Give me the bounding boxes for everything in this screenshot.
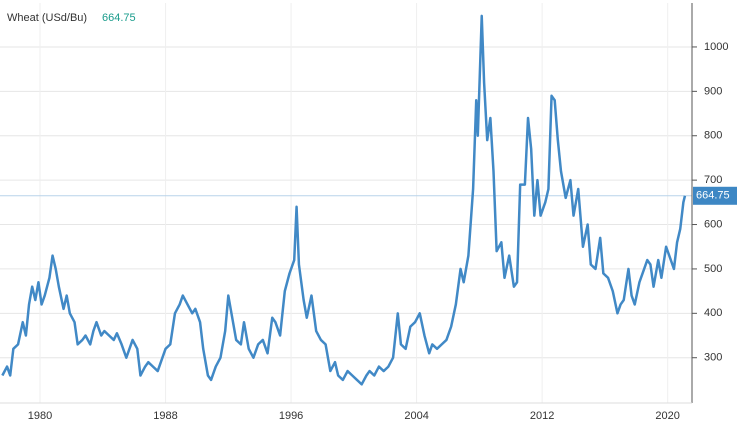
y-tick-label: 800 xyxy=(704,130,722,142)
legend-name: Wheat (USd/Bu) xyxy=(7,12,87,24)
x-tick-label: 2012 xyxy=(530,410,554,422)
x-tick-label: 2020 xyxy=(655,410,679,422)
y-tick-label: 600 xyxy=(704,218,722,230)
y-tick-label: 700 xyxy=(704,174,722,186)
current-value-label: 664.75 xyxy=(696,190,730,202)
y-tick-label: 1000 xyxy=(704,41,728,53)
grid xyxy=(0,3,692,403)
current-value: 664.75 xyxy=(102,12,136,24)
x-tick-label: 1980 xyxy=(28,410,52,422)
x-tick-label: 2004 xyxy=(404,410,428,422)
current-value-box xyxy=(693,186,737,205)
x-tick-label: 1996 xyxy=(279,410,303,422)
y-tick-label: 500 xyxy=(704,263,722,275)
plot xyxy=(1,14,687,386)
y-tick-label: 300 xyxy=(704,352,722,364)
price-line xyxy=(1,14,687,386)
y-tick-label: 900 xyxy=(704,85,722,97)
y-tick-label: 400 xyxy=(704,307,722,319)
x-tick-label: 1988 xyxy=(153,410,177,422)
